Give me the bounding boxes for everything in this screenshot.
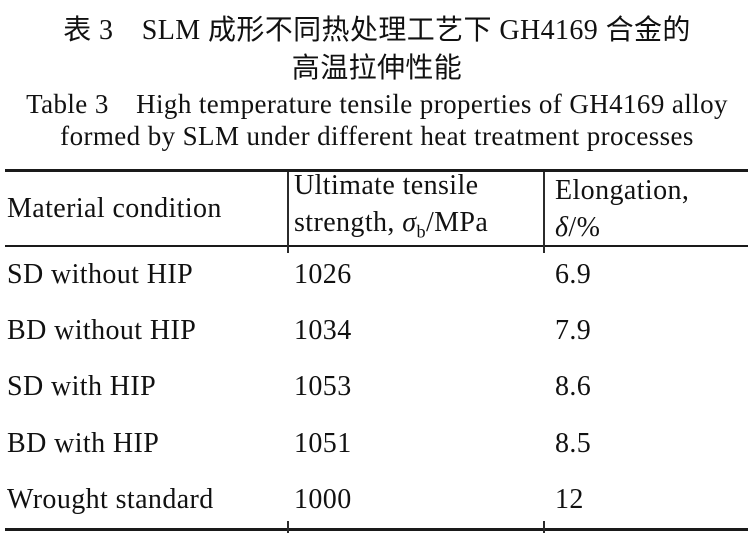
caption-zh-line1: 表 3 SLM 成形不同热处理工艺下 GH4169 合金的 (63, 15, 691, 46)
caption-en-line2: formed by SLM under different heat treat… (60, 121, 694, 151)
caption-zh-line2: 高温拉伸性能 (291, 53, 463, 84)
table-row: BD with HIP 1051 8.5 (5, 416, 748, 472)
header-elongation-line2: δ/% (555, 211, 601, 243)
cell-uts: 1000 (294, 483, 352, 515)
header-uts-line2: strength, σb/MPa (294, 206, 489, 242)
cell-elongation: 8.5 (555, 427, 592, 459)
cell-elongation: 7.9 (555, 315, 592, 347)
sigma-subscript: b (416, 221, 426, 242)
cell-material-condition: Wrought standard (7, 483, 214, 515)
column-separator-2 (543, 172, 545, 253)
table-bottom-rule (5, 528, 748, 531)
caption-en-line1: Table 3 High temperature tensile propert… (26, 89, 728, 119)
cell-material-condition: SD with HIP (7, 371, 157, 403)
sigma-symbol: σ (402, 206, 417, 238)
table-row: SD with HIP 1053 8.6 (5, 359, 748, 415)
header-ultimate-tensile-strength: Ultimate tensile strength, σb/MPa (287, 170, 543, 245)
header-uts-line1: Ultimate tensile (294, 169, 479, 201)
cell-uts: 1034 (294, 315, 352, 347)
header-material-condition-label: Material condition (7, 193, 222, 224)
column-separator-1 (287, 172, 289, 253)
table-row: SD without HIP 1026 6.9 (5, 247, 748, 303)
cell-material-condition: BD without HIP (7, 315, 197, 347)
column-separator-2-bottom-tick (543, 521, 545, 533)
cell-material-condition: BD with HIP (7, 427, 160, 459)
data-table: Material condition Ultimate tensile stre… (5, 169, 748, 533)
cell-uts: 1053 (294, 371, 352, 403)
cell-uts: 1026 (294, 259, 352, 291)
cell-elongation: 8.6 (555, 371, 592, 403)
header-elongation-line1: Elongation, (555, 174, 690, 206)
table-header-row: Material condition Ultimate tensile stre… (5, 170, 748, 245)
table-header-rule (5, 245, 748, 247)
header-elongation: Elongation, δ/% (543, 172, 748, 245)
column-separator-1-bottom-tick (287, 521, 289, 533)
table-row: BD without HIP 1034 7.9 (5, 303, 748, 359)
table-row: Wrought standard 1000 12 (5, 472, 748, 528)
header-material-condition: Material condition (5, 172, 287, 245)
cell-elongation: 12 (555, 483, 584, 515)
cell-uts: 1051 (294, 427, 352, 459)
delta-symbol: δ (555, 211, 569, 243)
cell-material-condition: SD without HIP (7, 259, 194, 291)
table-top-rule (5, 169, 748, 172)
table-body: SD without HIP 1026 6.9 BD without HIP 1… (5, 247, 748, 528)
cell-elongation: 6.9 (555, 259, 592, 291)
